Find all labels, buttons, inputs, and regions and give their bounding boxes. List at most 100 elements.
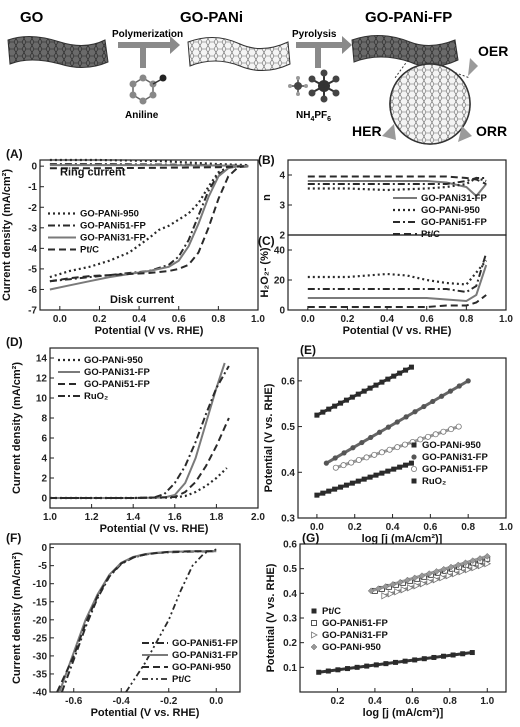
data-point [419, 580, 427, 588]
data-point [411, 574, 419, 582]
x-tick-label: 1.0 [499, 314, 513, 325]
data-point [412, 657, 418, 663]
x-tick-label: 0.8 [461, 522, 475, 533]
series-line [307, 175, 487, 185]
step3-title: GO-PANi-FP [365, 9, 452, 26]
legend-entry: GO-PANi31-FP [421, 193, 487, 204]
data-point [440, 428, 447, 435]
data-point [408, 364, 414, 370]
y-tick-label: -20 [33, 615, 48, 626]
legend-entry: GO-PANi51-FP [172, 638, 238, 649]
data-point [335, 667, 341, 673]
x-axis-label: Potential (V vs. RHE) [343, 325, 452, 337]
x-tick-label: 0.0 [310, 522, 324, 533]
y-tick-label: 0 [41, 494, 47, 505]
series-line [49, 164, 249, 167]
panel-label: (G) [302, 531, 319, 545]
data-point [432, 431, 439, 438]
her-label: HER [352, 123, 382, 139]
legend-marker [411, 454, 417, 460]
data-point [385, 376, 391, 382]
data-point [393, 659, 399, 665]
y-tick-label: -7 [28, 306, 37, 317]
y-tick-label: -25 [33, 633, 48, 644]
data-point [403, 414, 409, 420]
data-point [382, 583, 390, 590]
y-tick-label: 0.6 [283, 540, 297, 551]
data-point [465, 378, 471, 384]
legend-entry: Pt/C [322, 606, 341, 617]
data-point [469, 650, 475, 656]
chart-panel-D: 0 2 4 6 8 10 12 14 1.0 1.2 1.4 1.6 1.8 2.0 Potential (… [6, 335, 265, 535]
chart-panel-A: 0 -1 -2 -3 -4 -5 -6 -7 0.0 0.2 0.4 0.6 0.8 1.0 Potenti… [1, 147, 265, 337]
x-tick-label: -0.4 [113, 696, 131, 707]
plot-frame [287, 234, 507, 311]
data-point [396, 578, 404, 586]
data-point [439, 574, 447, 582]
reagent1-label: Aniline [125, 110, 159, 121]
x-tick-label: 1.2 [85, 512, 99, 523]
data-point [469, 557, 477, 565]
x-tick-label: 1.0 [251, 314, 265, 325]
legend-marker [311, 608, 317, 614]
data-point [458, 568, 466, 576]
data-point [407, 584, 414, 592]
y-tick-label: 2 [41, 474, 47, 485]
y-axis-label: Current density (mA/cm²) [11, 362, 23, 494]
data-point [417, 436, 424, 443]
panel-label: (E) [300, 343, 316, 357]
legend-entry: GO-PANi31-FP [322, 630, 388, 641]
data-point [363, 454, 370, 461]
data-point [418, 572, 426, 580]
data-point [378, 449, 385, 456]
data-point [465, 566, 472, 574]
y-tick-label: 6 [41, 434, 47, 445]
data-point [401, 441, 408, 448]
data-point [421, 656, 427, 662]
data-point [373, 382, 379, 388]
y-tick-label: 0 [279, 306, 285, 317]
x-tick-label: -0.2 [160, 696, 178, 707]
chart-panel-G: 0.1 0.2 0.3 0.4 0.5 0.6 0.2 0.4 0.6 0.8 1.0 log [j … [265, 531, 507, 719]
legend-entry: GO-PANi-950 [322, 642, 381, 653]
data-point [450, 652, 456, 658]
aniline-molecule-icon [129, 74, 167, 105]
y-tick-label: 0.4 [283, 589, 297, 600]
data-point [431, 654, 437, 660]
y-tick-label: 0 [41, 543, 47, 554]
legend-entry: GO-PANi31-FP [84, 367, 150, 378]
y-tick-label: -5 [38, 561, 47, 572]
data-point [394, 419, 400, 425]
y-tick-label: 0.5 [281, 422, 295, 433]
y-tick-label: 0.1 [283, 663, 297, 674]
y-tick-label: 4 [41, 454, 47, 465]
panel-label: (D) [6, 335, 23, 349]
data-point [391, 466, 397, 472]
x-tick-label: 1.4 [126, 512, 140, 523]
magnified-lattice [389, 63, 471, 145]
y-tick-label: -4 [28, 244, 37, 255]
legend-marker [311, 620, 317, 626]
legend-entry: GO-PANi31-FP [172, 650, 238, 661]
data-point [355, 391, 361, 397]
chart-panel-E: 0.3 0.4 0.5 0.6 0.0 0.2 0.4 0.6 0.8 1.0 log [j (mA… [263, 343, 513, 545]
data-point [402, 658, 408, 664]
legend-marker [311, 631, 318, 639]
legend-entry: GO-PANi51-FP [84, 379, 150, 390]
data-point [462, 559, 469, 567]
data-point [314, 492, 320, 498]
series-line [125, 548, 217, 693]
legend-marker [411, 442, 417, 448]
legend-entry: RuO₂ [84, 391, 108, 402]
data-point [361, 388, 367, 394]
data-point [447, 563, 455, 571]
y-tick-label: 12 [36, 374, 48, 385]
data-point [460, 651, 466, 657]
data-point [368, 434, 374, 441]
data-point [413, 582, 421, 590]
panel-label: (C) [258, 234, 275, 248]
chart-panel-C: 0 20 40 0.0 0.2 0.4 0.6 0.8 1.0 Potential (V vs. … [258, 234, 513, 337]
data-point [432, 576, 440, 584]
legend-marker [410, 465, 417, 472]
x-tick-label: 0.2 [93, 314, 107, 325]
